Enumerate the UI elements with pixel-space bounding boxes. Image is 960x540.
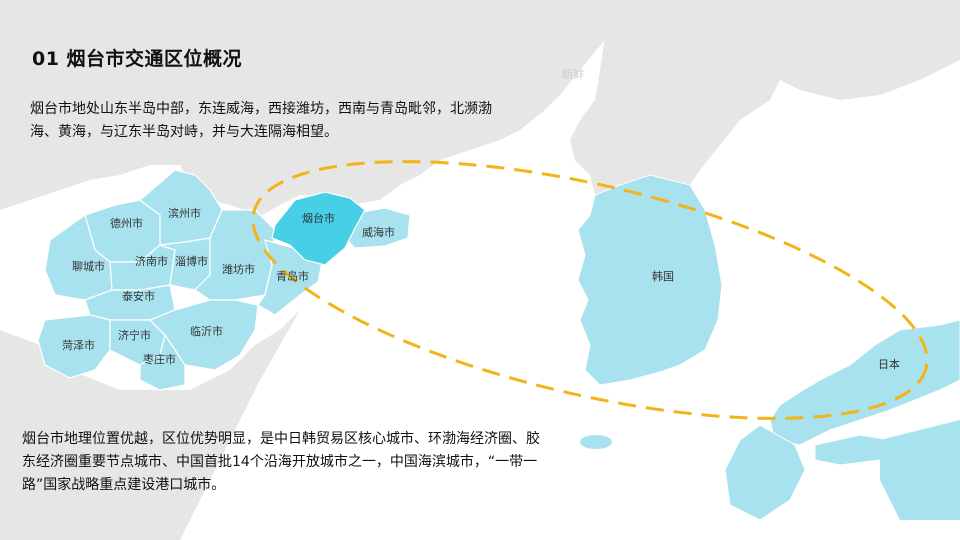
jeju-island bbox=[580, 435, 612, 449]
north-korea-land bbox=[570, 0, 780, 195]
japan-kyushu bbox=[724, 424, 806, 521]
label-linyi: 临沂市 bbox=[190, 324, 223, 338]
label-yantai: 烟台市 bbox=[302, 211, 335, 225]
label-qingdao: 青岛市 bbox=[276, 269, 309, 283]
label-japan: 日本 bbox=[878, 357, 900, 371]
label-taian: 泰安市 bbox=[122, 289, 155, 303]
label-heze: 菏泽市 bbox=[62, 338, 95, 352]
japan-south-coast bbox=[880, 420, 960, 520]
korea-region bbox=[577, 174, 723, 386]
label-zibo: 淄博市 bbox=[175, 254, 208, 268]
cooperation-ellipse bbox=[251, 160, 929, 420]
region-heze bbox=[37, 314, 111, 379]
map-labels: 德州市 滨州市 聊城市 济南市 淄博市 潍坊市 泰安市 青岛市 菏泽市 济宁市 … bbox=[62, 67, 900, 371]
advantage-paragraph: 烟台市地理位置优越，区位优势明显，是中日韩贸易区核心城市、环渤海经济圈、胶东经济… bbox=[22, 431, 540, 493]
region-zaozhuang bbox=[139, 333, 186, 391]
china-north-land bbox=[0, 0, 610, 215]
shandong-cities bbox=[37, 169, 411, 391]
label-jining: 济宁市 bbox=[118, 328, 151, 342]
slide-title: 01 烟台市交通区位概况 bbox=[32, 48, 243, 70]
label-weifang: 潍坊市 bbox=[222, 262, 255, 276]
label-korea: 韩国 bbox=[652, 269, 674, 283]
russia-land bbox=[720, 0, 960, 100]
japan-shikoku bbox=[814, 434, 891, 466]
label-zaozhuang: 枣庄市 bbox=[143, 352, 176, 366]
label-weihai: 威海市 bbox=[362, 225, 395, 239]
label-north-korea: 朝鲜 bbox=[562, 67, 584, 81]
label-binzhou: 滨州市 bbox=[168, 206, 201, 220]
label-dezhou: 德州市 bbox=[110, 216, 143, 230]
intro-paragraph: 烟台市地处山东半岛中部，东连威海，西接潍坊，西南与青岛毗邻，北濒渤海、黄海，与辽… bbox=[30, 101, 492, 140]
japan-honshu bbox=[769, 319, 960, 446]
liaodong-peninsula bbox=[395, 100, 480, 165]
china-south-land bbox=[0, 310, 300, 540]
region-yantai bbox=[271, 191, 366, 266]
label-liaocheng: 聊城市 bbox=[72, 259, 105, 273]
label-jinan: 济南市 bbox=[135, 254, 168, 268]
